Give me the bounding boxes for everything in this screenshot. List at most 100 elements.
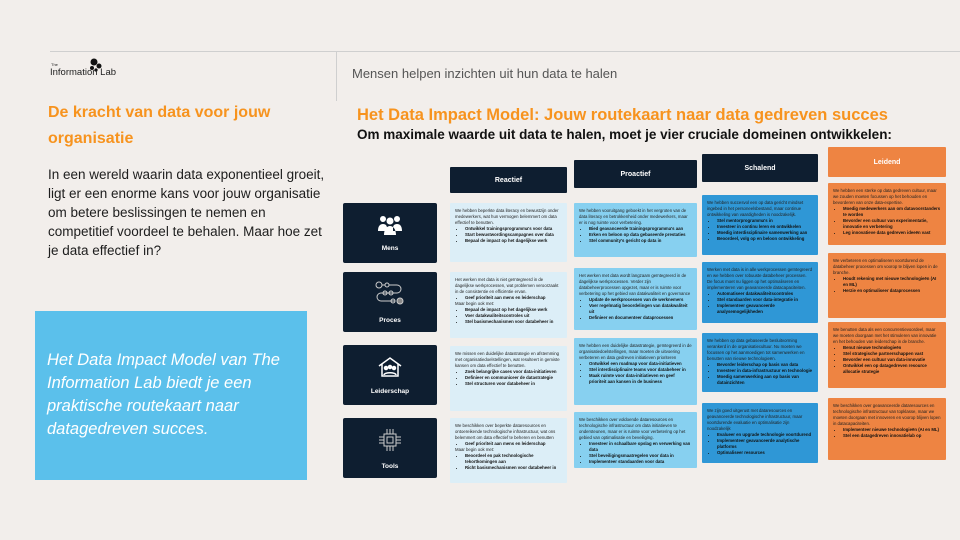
action-item: Herzie en optimaliseer dataprocessen [843,288,941,294]
cell-description: Het werken met data is niet geïntegreerd… [455,277,559,294]
row-label-text: Leiderschap [370,387,410,395]
cell-proces-proactief: Het werken met data wordt langzaam geïnt… [574,268,697,330]
cell-mens-leidend: We hebben een sterke op data gedreven cu… [828,183,946,245]
action-item: Bevorder leiderschap op basis van data [717,362,813,368]
row-label-tools: Tools [343,418,437,478]
action-item: Moedig interdisciplinaire samenwerking a… [717,230,813,236]
action-list: Bied geavanceerde trainingsprogramma's a… [589,226,692,244]
cell-proces-leidend: We verbeteren en optimaliseren voortdure… [828,253,946,318]
cell-leiderschap-reactief: We missen een duidelijke datastrategie e… [450,346,567,411]
logo-dots-icon [90,58,102,72]
action-item: Implementeer geavanceerde analysemogelij… [717,303,813,315]
column-header-proactief: Proactief [574,160,697,188]
cell-leiderschap-leidend: We benutten data als een concurrentievoo… [828,322,946,388]
action-item: Moedig samenwerking aan op basis van dat… [717,374,813,386]
action-item: Implementeer nieuwe technologieën (AI en… [843,427,941,433]
cell-description: We hebben een sterke op data gedreven cu… [833,188,937,205]
cell-description: We hebben op data gebaseerde besluitvorm… [707,338,805,361]
cell-description: Werken met data is in alle werkprocessen… [707,267,813,290]
cell-description: We verbeteren en optimaliseren voortdure… [833,258,938,275]
cell-description: We benutten data als een concurrentievoo… [833,327,937,344]
process-path-icon [375,281,405,317]
action-list: Ontwikkel trainingsprogramma's voor data… [465,226,562,244]
action-list: Automatiseer datakwaliteitscontrolesStel… [717,291,813,315]
action-list: Bepaal de impact op het dagelijkse werkV… [465,307,562,325]
action-item: Zoek belangrijke cases voor data-initiat… [465,369,562,375]
row-label-proces: Proces [343,272,437,332]
row-label-leiderschap: Leiderschap [343,345,437,405]
cell-mens-schalend: We hebben succesvol een op data gericht … [702,195,818,255]
action-list: Stel mentorprogramma's inInvesteer in co… [717,218,813,242]
action-item: Bevorder een cultuur van experimentatie,… [843,218,941,230]
action-item: Definieer en documenteer dataprocessen [589,315,692,321]
left-title: De kracht van data voor jouw organisatie [48,104,271,147]
cell-description: We beschikken over beperkte dataresource… [455,423,556,440]
action-item: Investeer in schaalbare opslag en verwer… [589,441,692,453]
action-list: Investeer in schaalbare opslag en verwer… [589,441,692,465]
action-list: Houdt rekening met nieuwe technologieën … [843,276,941,294]
action-item: Investeer in continu leren en ontwikkele… [717,224,813,230]
cell-description: We hebben een duidelijke datastrategie, … [579,343,692,360]
action-item: Bepaal de impact op het dagelijkse werk [465,238,562,244]
action-item: Automatiseer datakwaliteitscontroles [717,291,813,297]
action-item: Geef prioriteit aan mens en leiderschap [465,441,562,447]
action-item: Investeer in data-infrastructuur en tech… [717,368,813,374]
action-item: Beoordeel en pak technologische tekortko… [465,453,562,465]
action-list: Beoordeel en pak technologische tekortko… [465,453,562,471]
column-header-leidend: Leidend [828,147,946,177]
action-item: Erken en beloon op data gebaseerde prest… [589,232,692,238]
action-item: Optimaliseer resources [717,450,813,456]
action-list: Moedig medewerkers aan om datavoorstande… [843,206,941,236]
action-item: Leg innovatieve data gedreven ideeën vas… [843,230,941,236]
action-item: Moedig medewerkers aan om datavoorstande… [843,206,941,218]
callout-text: Het Data Impact Model van The Informatio… [47,351,280,438]
cell-description: We beschikken over voldoende dataresourc… [579,417,686,440]
cell-proces-schalend: Werken met data is in alle werkprocessen… [702,262,818,323]
action-item: Implementeer standaarden voor data [589,459,692,465]
cell-description: We hebben vooruitgang geboekt in het ver… [579,208,688,225]
action-item: Definieer en communiceer de datastrategi… [465,375,562,381]
action-item: Beoordeel, volg op en beloon ontwikkelin… [717,236,813,242]
column-header-reactief: Reactief [450,167,567,193]
action-list: Update de werkprocessen van de werknemer… [589,297,692,321]
action-item: Stel strategische partnerschappen vast [843,351,941,357]
model-title: Het Data Impact Model: Jouw routekaart n… [357,106,888,124]
action-item: Update de werkprocessen van de werknemer… [589,297,692,303]
column-header-schalend: Schalend [702,154,818,182]
left-body: In een wereld waarin data exponentieel g… [48,167,325,258]
cell-leiderschap-schalend: We hebben op data gebaseerde besluitvorm… [702,333,818,392]
cell-subtext: Maar begin ook met: [455,447,495,452]
cell-tools-leidend: We beschikken over geavanceerde datareso… [828,398,946,460]
cell-tools-schalend: We zijn goed uitgerust met dataresources… [702,403,818,463]
row-label-text: Tools [381,462,399,470]
action-item: Houdt rekening met nieuwe technologieën … [843,276,941,288]
tagline: Mensen helpen inzichten uit hun data te … [352,66,618,81]
action-item: Ontwikkel een op datagedreven resource a… [843,363,941,375]
action-list: Implementeer nieuwe technologieën (AI en… [843,427,941,439]
action-item: Voer datakwaliteitscontroles uit [465,313,562,319]
cell-mens-proactief: We hebben vooruitgang geboekt in het ver… [574,203,697,257]
action-item: Geef prioriteit aan mens en leiderschap [465,295,562,301]
action-item: Stel een datagedreven innovatielab op [843,433,941,439]
row-label-mens: Mens [343,203,437,263]
action-item: Stel interdisciplinaire teams voor datab… [589,367,692,373]
action-item: Ontwikkel een roadmap voor data-initiati… [589,361,692,367]
row-label-text: Proces [379,316,401,324]
action-list: Zoek belangrijke cases voor data-initiat… [465,369,562,387]
action-item: Stel standaarden voor data-integratie in [717,297,813,303]
action-list: Evalueer en upgrade technologie voortdur… [717,432,813,456]
action-list: Bevorder leiderschap op basis van dataIn… [717,362,813,386]
action-item: Stel basismechanismen voor databeheer in [465,319,562,325]
callout-box: Het Data Impact Model van The Informatio… [35,311,307,480]
action-item: Bied geavanceerde trainingsprogramma's a… [589,226,692,232]
action-item: Evalueer en upgrade technologie voortdur… [717,432,813,438]
cell-tools-reactief: We beschikken over beperkte dataresource… [450,418,567,483]
top-divider [50,51,960,52]
action-item: Start bewustwordingscampagnes over data [465,232,562,238]
cell-description: We hebben succesvol een op data gericht … [707,200,804,217]
action-list: Ontwikkel een roadmap voor data-initiati… [589,361,692,385]
people-icon [377,215,403,245]
cell-description: Het werken met data wordt langzaam geïnt… [579,273,691,296]
cell-description: We beschikken over geavanceerde datareso… [833,403,941,426]
cell-mens-reactief: We hebben beperkte data literacy en bewu… [450,203,567,262]
